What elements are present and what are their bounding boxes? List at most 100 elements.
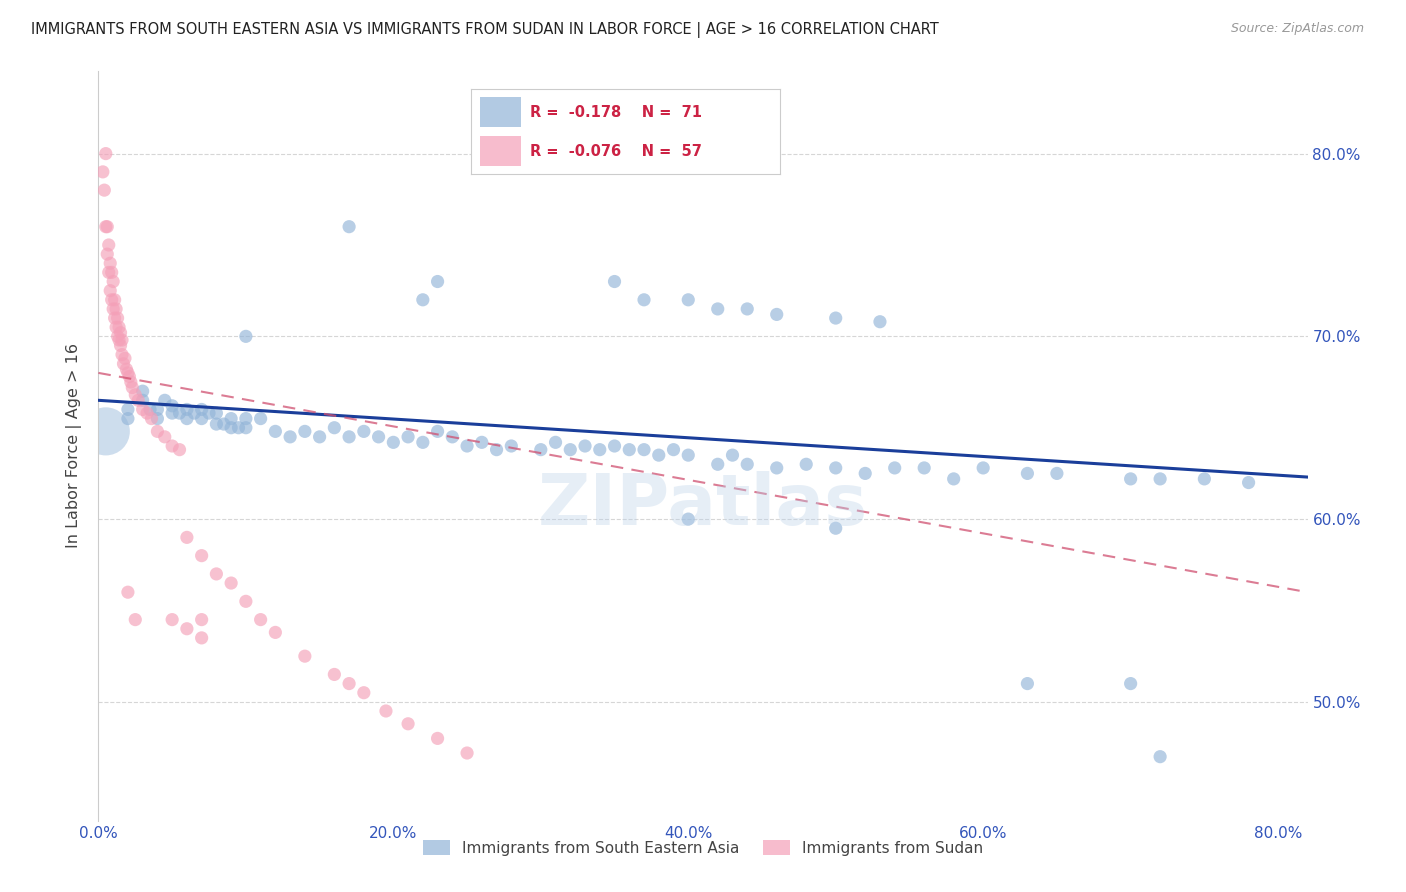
Point xyxy=(101,275,124,289)
Point xyxy=(706,457,728,471)
Point xyxy=(105,301,128,316)
Point xyxy=(124,388,146,402)
Point xyxy=(111,348,134,362)
Point xyxy=(131,384,153,399)
Point xyxy=(117,411,139,425)
Point xyxy=(205,406,228,420)
Point xyxy=(1149,472,1171,486)
Point xyxy=(100,265,122,279)
Point xyxy=(235,421,257,435)
Point xyxy=(235,329,257,343)
Point xyxy=(146,425,169,439)
Point xyxy=(219,576,242,591)
Point xyxy=(1237,475,1260,490)
Y-axis label: In Labor Force | Age > 16: In Labor Force | Age > 16 xyxy=(66,343,83,549)
Point xyxy=(115,362,138,376)
Point xyxy=(633,293,655,307)
Point xyxy=(153,430,176,444)
Point xyxy=(160,399,183,413)
Point xyxy=(396,716,419,731)
Point xyxy=(412,293,434,307)
Point xyxy=(883,461,905,475)
Point xyxy=(678,448,700,462)
Point xyxy=(146,402,169,417)
Point xyxy=(117,402,139,417)
Point xyxy=(1017,467,1039,481)
Point xyxy=(190,549,212,563)
Point xyxy=(98,284,121,298)
Point xyxy=(337,219,360,234)
Point xyxy=(678,293,700,307)
Point xyxy=(412,435,434,450)
Point xyxy=(94,146,117,161)
Text: IMMIGRANTS FROM SOUTH EASTERN ASIA VS IMMIGRANTS FROM SUDAN IN LABOR FORCE | AGE: IMMIGRANTS FROM SOUTH EASTERN ASIA VS IM… xyxy=(31,22,939,38)
Point xyxy=(105,320,128,334)
Point xyxy=(131,402,153,417)
Point xyxy=(735,301,758,316)
Point xyxy=(1119,472,1142,486)
Point xyxy=(426,731,449,746)
Point xyxy=(1119,676,1142,690)
Point xyxy=(1017,676,1039,690)
Point xyxy=(96,219,118,234)
Point xyxy=(228,421,250,435)
Text: R =  -0.178    N =  71: R = -0.178 N = 71 xyxy=(530,104,702,120)
Point xyxy=(530,442,553,457)
Point xyxy=(101,301,124,316)
Point xyxy=(107,311,129,326)
Point xyxy=(853,467,876,481)
Point xyxy=(219,411,242,425)
Point xyxy=(501,439,523,453)
Point xyxy=(794,457,817,471)
Point xyxy=(169,406,191,420)
Point xyxy=(112,357,135,371)
Point xyxy=(117,585,139,599)
Point xyxy=(127,393,149,408)
Point xyxy=(648,448,671,462)
Point xyxy=(353,425,375,439)
Point xyxy=(574,439,596,453)
Point xyxy=(589,442,612,457)
Point xyxy=(108,320,131,334)
Point xyxy=(912,461,935,475)
Point xyxy=(633,442,655,457)
Point xyxy=(1149,749,1171,764)
Point xyxy=(353,686,375,700)
Point xyxy=(942,472,965,486)
Point xyxy=(108,333,131,347)
Point xyxy=(485,442,508,457)
Point xyxy=(456,746,478,760)
Point xyxy=(471,435,494,450)
Point xyxy=(249,613,271,627)
Point xyxy=(110,326,132,340)
Point xyxy=(160,439,183,453)
Point xyxy=(456,439,478,453)
Point xyxy=(972,461,994,475)
Point xyxy=(1194,472,1216,486)
Point xyxy=(176,622,198,636)
Point xyxy=(735,457,758,471)
Point xyxy=(131,393,153,408)
Point xyxy=(104,293,127,307)
Point xyxy=(337,676,360,690)
Text: ZIPatlas: ZIPatlas xyxy=(538,472,868,541)
Point xyxy=(235,594,257,608)
Point xyxy=(721,448,744,462)
Bar xyxy=(481,97,520,128)
Point xyxy=(323,421,346,435)
Point xyxy=(120,375,142,389)
Point xyxy=(824,461,846,475)
Point xyxy=(603,275,626,289)
Point xyxy=(367,430,389,444)
Point xyxy=(278,430,301,444)
Point xyxy=(153,393,176,408)
Point xyxy=(235,411,257,425)
Point xyxy=(544,435,567,450)
Point xyxy=(603,439,626,453)
Point xyxy=(93,183,115,197)
Point xyxy=(176,411,198,425)
Point xyxy=(121,380,143,394)
Point xyxy=(183,406,205,420)
Point xyxy=(96,247,118,261)
Point xyxy=(98,256,121,270)
